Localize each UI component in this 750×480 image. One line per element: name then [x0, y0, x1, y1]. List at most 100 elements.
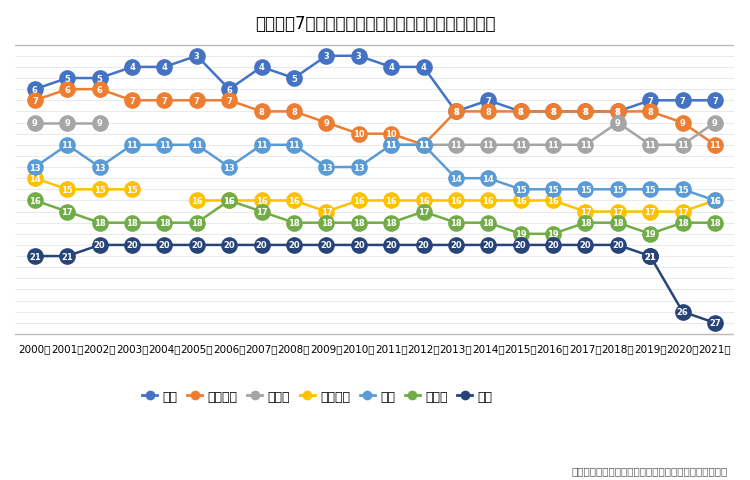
Text: 8: 8 — [259, 108, 265, 117]
Line: カナダ: カナダ — [35, 201, 715, 234]
米国 — [452, 109, 460, 115]
Text: 6: 6 — [32, 85, 38, 95]
英国 — [192, 143, 201, 148]
Text: 11: 11 — [191, 141, 202, 150]
Text: 20: 20 — [514, 241, 526, 250]
Text: 20: 20 — [386, 241, 397, 250]
カナダ — [452, 220, 460, 226]
Text: 7: 7 — [129, 96, 135, 106]
Text: 20: 20 — [256, 241, 268, 250]
米国 — [31, 87, 40, 93]
Text: 20: 20 — [126, 241, 138, 250]
Text: 20: 20 — [450, 241, 462, 250]
日本 — [290, 242, 298, 248]
Text: 16: 16 — [709, 196, 721, 205]
英国 — [128, 143, 136, 148]
Text: 15: 15 — [126, 185, 138, 194]
米国 — [192, 54, 201, 60]
日本 — [581, 242, 590, 248]
米国 — [614, 109, 622, 115]
Text: 18: 18 — [353, 219, 364, 228]
Text: 9: 9 — [64, 119, 70, 128]
Text: 11: 11 — [482, 141, 494, 150]
英国 — [548, 187, 557, 193]
フランス — [257, 109, 266, 115]
Text: 6: 6 — [226, 85, 232, 95]
英国 — [31, 165, 40, 170]
Text: 20: 20 — [191, 241, 202, 250]
英国 — [516, 187, 525, 193]
Text: 4: 4 — [388, 63, 394, 72]
日本 — [646, 253, 655, 259]
Text: 15: 15 — [514, 185, 526, 194]
Text: 16: 16 — [256, 196, 268, 205]
フランス — [225, 98, 234, 104]
Text: 8: 8 — [615, 108, 621, 117]
Text: 13: 13 — [320, 163, 332, 172]
Text: 8: 8 — [518, 108, 524, 117]
米国 — [354, 54, 363, 60]
Text: 16: 16 — [418, 196, 430, 205]
Text: 16: 16 — [450, 196, 462, 205]
英国 — [419, 143, 428, 148]
Text: 10: 10 — [353, 130, 364, 139]
Text: 17: 17 — [62, 208, 73, 216]
Text: 15: 15 — [644, 185, 656, 194]
カナダ — [581, 220, 590, 226]
カナダ — [354, 220, 363, 226]
フランス — [95, 87, 104, 93]
Text: 14: 14 — [482, 174, 494, 183]
Text: 18: 18 — [580, 219, 591, 228]
Text: 18: 18 — [482, 219, 494, 228]
Text: 11: 11 — [126, 141, 138, 150]
Text: 17: 17 — [320, 208, 332, 216]
Text: 15: 15 — [94, 185, 106, 194]
Text: 5: 5 — [97, 74, 103, 84]
英国 — [710, 198, 719, 204]
Text: 15: 15 — [62, 185, 74, 194]
フランス — [419, 143, 428, 148]
カナダ — [95, 220, 104, 226]
Text: 7: 7 — [647, 96, 653, 106]
Text: 4: 4 — [259, 63, 265, 72]
Text: 11: 11 — [514, 141, 526, 150]
Text: 15: 15 — [548, 185, 559, 194]
米国 — [678, 98, 687, 104]
Text: 7: 7 — [32, 96, 38, 106]
Text: 13: 13 — [29, 163, 40, 172]
ドイツ — [31, 120, 40, 126]
Text: 14: 14 — [450, 174, 462, 183]
Text: 7: 7 — [712, 96, 718, 106]
ドイツ — [63, 120, 72, 126]
米国 — [646, 98, 655, 104]
フランス — [548, 109, 557, 115]
Text: 13: 13 — [94, 163, 106, 172]
Text: 10: 10 — [386, 130, 397, 139]
英国 — [581, 187, 590, 193]
Text: 20: 20 — [320, 241, 332, 250]
Text: 8: 8 — [550, 108, 556, 117]
米国 — [160, 65, 169, 71]
米国 — [225, 87, 234, 93]
カナダ — [419, 209, 428, 215]
イタリア — [31, 176, 40, 182]
日本 — [257, 242, 266, 248]
Text: 16: 16 — [29, 196, 40, 205]
Text: 16: 16 — [224, 196, 235, 205]
カナダ — [322, 220, 331, 226]
米国 — [322, 54, 331, 60]
カナダ — [290, 220, 298, 226]
Text: 20: 20 — [548, 241, 559, 250]
Text: 18: 18 — [320, 219, 332, 228]
Text: 3: 3 — [356, 52, 362, 61]
カナダ — [31, 198, 40, 204]
Text: 8: 8 — [647, 108, 653, 117]
フランス — [452, 109, 460, 115]
Line: イタリア: イタリア — [35, 179, 132, 190]
Text: 11: 11 — [418, 141, 430, 150]
Text: 9: 9 — [32, 119, 38, 128]
米国 — [128, 65, 136, 71]
ドイツ — [95, 120, 104, 126]
Text: 18: 18 — [710, 219, 721, 228]
Text: 11: 11 — [62, 141, 74, 150]
